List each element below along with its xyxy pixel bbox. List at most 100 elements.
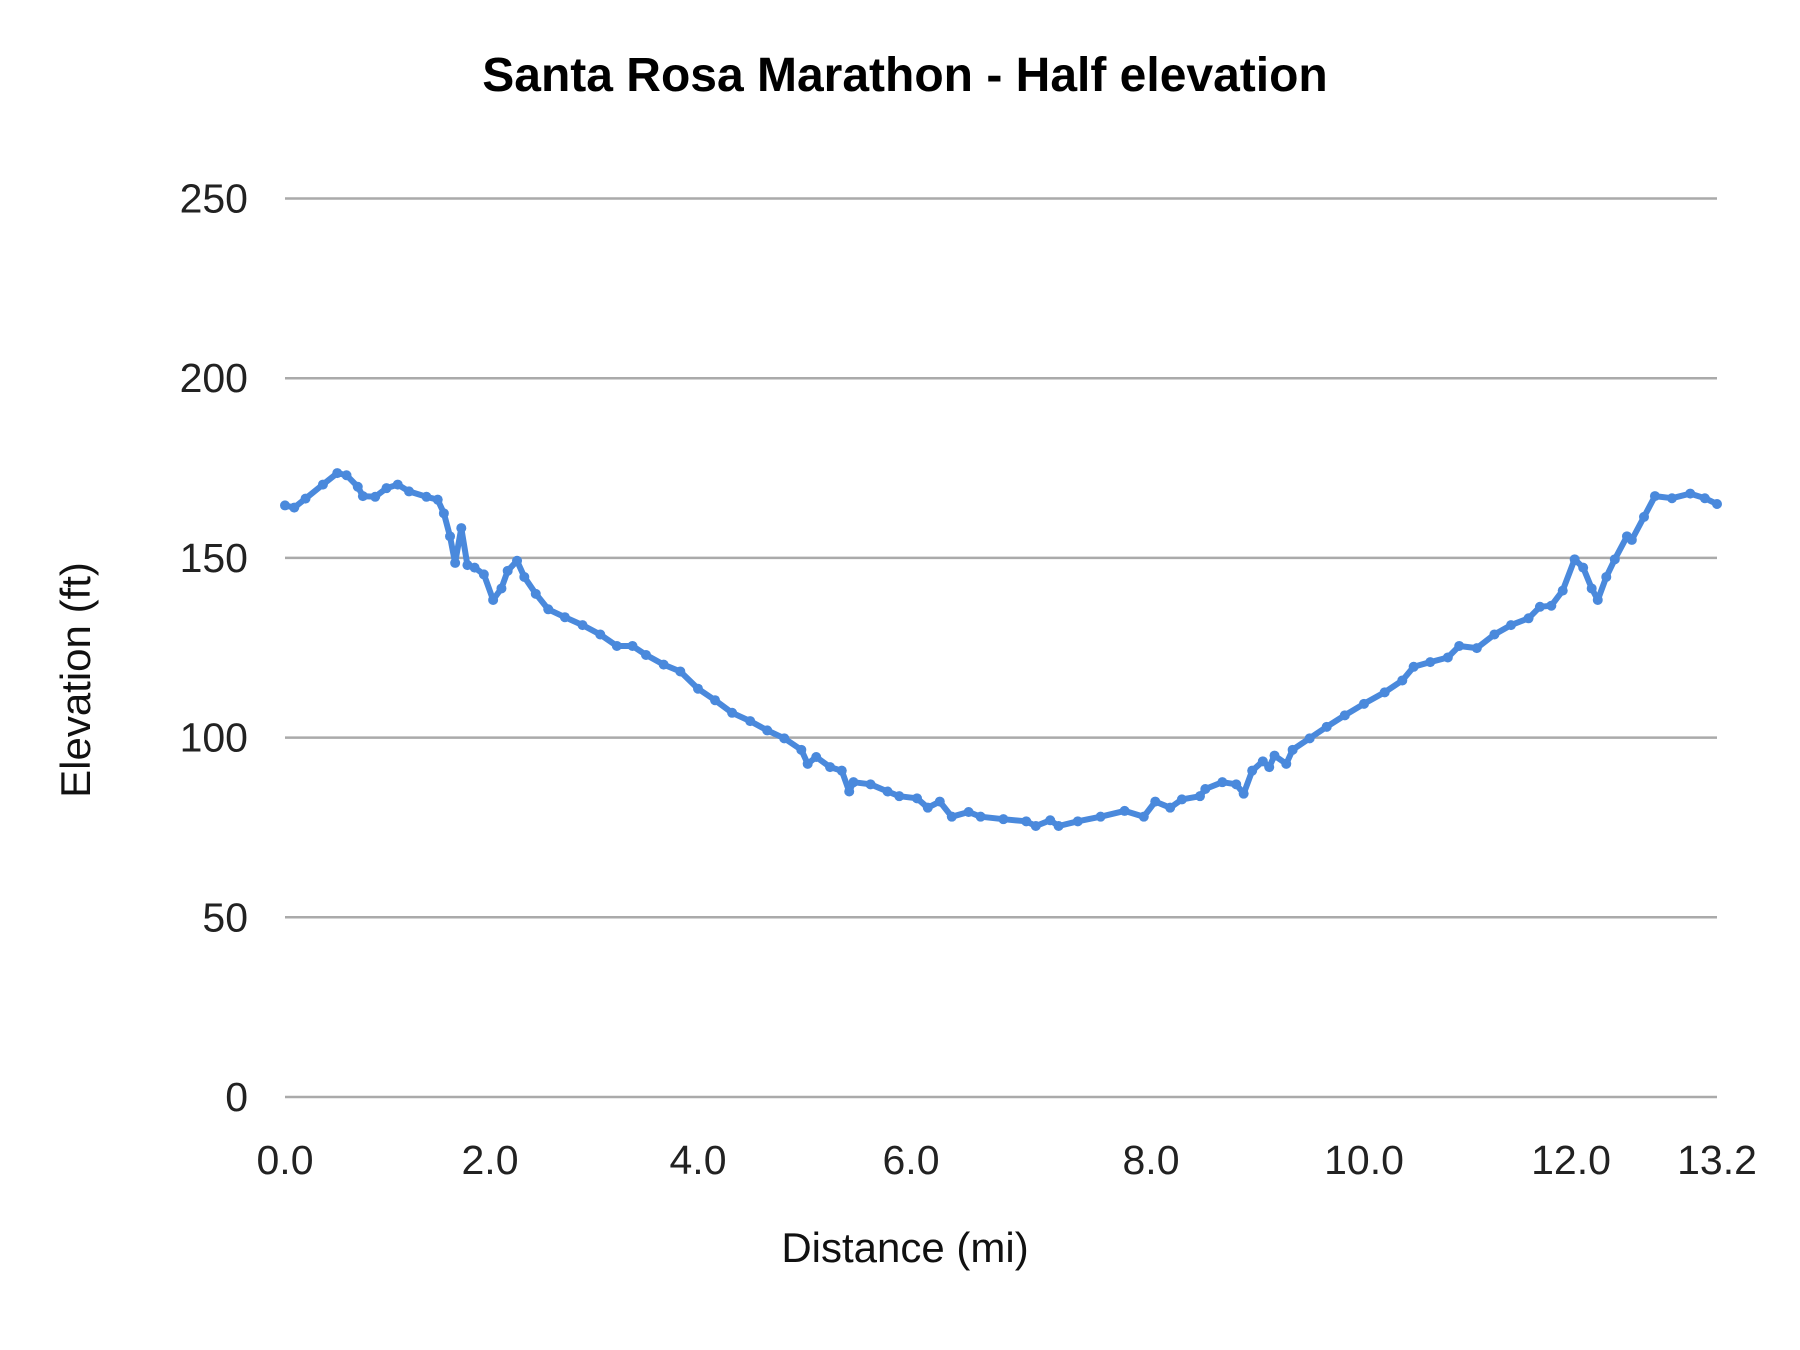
data-point [1586, 583, 1597, 594]
data-point [975, 811, 986, 822]
elevation-line [284, 470, 1719, 829]
data-point [1666, 493, 1677, 504]
x-tick-label: 4.0 [670, 1137, 727, 1183]
data-point [1021, 816, 1032, 827]
data-point [438, 508, 449, 519]
data-point [627, 640, 638, 651]
data-point [1231, 779, 1242, 790]
data-point [1601, 571, 1612, 582]
data-point [882, 786, 893, 797]
data-point [1095, 811, 1106, 822]
y-tick-label: 200 [180, 355, 248, 401]
data-point [641, 649, 651, 660]
data-point [1712, 498, 1722, 509]
data-point [1176, 794, 1187, 805]
gridlines [285, 197, 1717, 1099]
data-point [280, 500, 290, 511]
data-point [1359, 698, 1369, 709]
data-point [1471, 643, 1482, 654]
data-point [934, 796, 945, 807]
data-point [1685, 488, 1696, 499]
data-point [693, 683, 703, 694]
data-point [1534, 601, 1545, 612]
data-point [998, 814, 1009, 825]
data-point [432, 494, 443, 505]
data-point [300, 493, 311, 504]
data-point [1119, 805, 1130, 816]
data-point [1546, 600, 1557, 611]
data-point [1569, 554, 1580, 565]
data-point [1699, 493, 1710, 504]
data-point [611, 640, 622, 651]
data-point [559, 612, 570, 623]
x-tick-label: 0.0 [257, 1137, 314, 1183]
x-tick-labels: 0.0 2.0 4.0 6.0 8.0 10.0 12.0 13.2 [257, 1137, 1757, 1183]
data-point [1397, 675, 1408, 686]
data-point [946, 811, 957, 822]
data-point [421, 491, 432, 502]
data-point [530, 588, 541, 599]
data-point [1505, 620, 1516, 631]
data-point [836, 765, 847, 776]
x-tick-label: 12.0 [1531, 1137, 1611, 1183]
data-point [1238, 788, 1249, 799]
data-point [1194, 791, 1205, 802]
data-point [1442, 652, 1453, 663]
data-point [512, 555, 523, 566]
data-point [1408, 661, 1419, 672]
data-point [1264, 762, 1275, 773]
data-point [341, 470, 352, 481]
data-point [825, 762, 836, 773]
data-point [445, 531, 456, 542]
data-point [488, 594, 499, 605]
data-point [357, 491, 368, 502]
data-point [392, 479, 403, 490]
data-point [1165, 802, 1176, 813]
x-tick-label: 10.0 [1324, 1137, 1404, 1183]
y-axis-label: Elevation (ft) [52, 562, 99, 798]
data-point [658, 659, 669, 670]
data-point [1523, 613, 1534, 624]
data-point [1379, 687, 1390, 698]
data-point [1425, 657, 1436, 668]
data-point [1045, 815, 1056, 826]
data-point [519, 571, 530, 582]
data-point [577, 620, 588, 631]
data-point [1489, 629, 1500, 640]
y-tick-label: 150 [180, 535, 248, 581]
x-tick-label: 6.0 [883, 1137, 940, 1183]
x-tick-label: 2.0 [462, 1137, 519, 1183]
data-point [1639, 511, 1649, 522]
data-point [496, 583, 507, 594]
data-point [1592, 594, 1603, 605]
data-point [1454, 640, 1465, 651]
y-tick-labels: 0 50 100 150 200 250 [180, 176, 248, 1121]
data-point [1257, 756, 1268, 767]
data-point [370, 491, 381, 502]
data-point [595, 629, 606, 640]
data-point [727, 707, 738, 718]
data-point [675, 666, 686, 677]
data-point [1557, 585, 1568, 596]
data-point [844, 786, 855, 797]
data-point [1200, 783, 1211, 794]
data-point [796, 744, 807, 755]
data-point [502, 565, 513, 576]
data-point [710, 695, 721, 706]
chart-title: Santa Rosa Marathon - Half elevation [482, 49, 1328, 102]
data-point [450, 557, 461, 568]
data-point [894, 791, 905, 802]
data-point [1626, 534, 1637, 545]
data-point [912, 793, 922, 804]
data-point [478, 569, 489, 580]
data-point [848, 777, 859, 788]
data-point [762, 725, 773, 736]
data-point [352, 481, 363, 492]
data-point [1269, 750, 1280, 761]
data-point [1053, 821, 1064, 832]
x-tick-label: 8.0 [1123, 1137, 1180, 1183]
data-point [922, 802, 933, 813]
data-point [456, 523, 467, 534]
data-point [1138, 811, 1149, 822]
